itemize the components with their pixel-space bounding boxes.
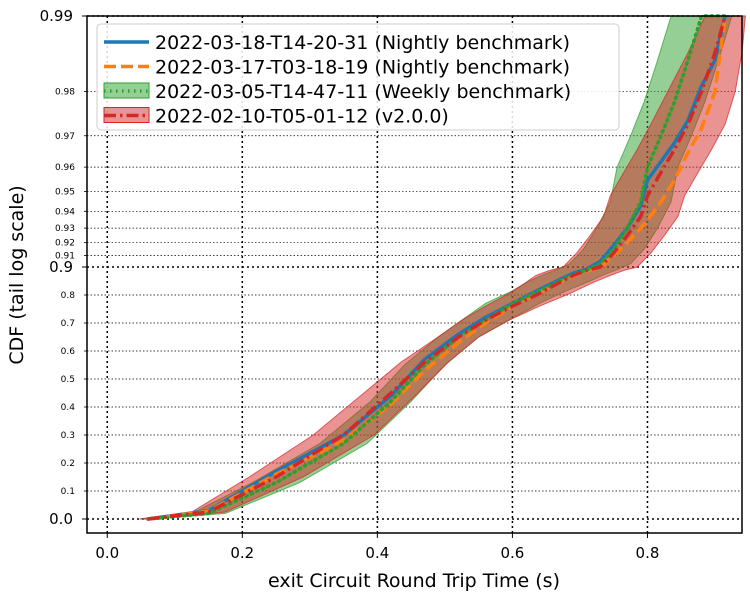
x-tick-label: 0.4 — [365, 544, 389, 562]
x-axis-title: exit Circuit Round Trip Time (s) — [268, 570, 560, 592]
plot-frame — [86, 15, 743, 534]
y-minor-tick-label: 0.93 — [55, 224, 75, 234]
y-major-tick-label: 0.9 — [49, 258, 73, 276]
y-minor-tick-label: 0.5 — [61, 375, 75, 385]
y-minor-tick-label: 0.2 — [61, 459, 75, 469]
y-minor-tick-label: 0.8 — [61, 291, 76, 301]
y-minor-tick-label: 0.1 — [61, 487, 75, 497]
x-tick-label: 0.0 — [95, 544, 119, 562]
series-line-2 — [146, 14, 727, 521]
y-minor-tick-label: 0.6 — [61, 347, 76, 357]
series-lines — [146, 14, 727, 521]
y-minor-tick-label: 0.96 — [55, 163, 75, 173]
y-minor-tick-label: 0.3 — [61, 431, 75, 441]
legend-label: 2022-03-17-T03-18-19 (Nightly benchmark) — [155, 57, 570, 79]
series-line-3 — [147, 15, 727, 521]
legend: 2022-03-18-T14-20-31 (Nightly benchmark)… — [96, 23, 620, 131]
y-major-tick-label: 0.99 — [40, 7, 73, 25]
confidence-bands — [139, 15, 746, 520]
confidence-band-3 — [139, 15, 746, 520]
legend-label: 2022-03-05-T14-47-11 (Weekly benchmark) — [155, 81, 571, 103]
x-tick-label: 0.6 — [500, 544, 524, 562]
y-minor-tick-label: 0.95 — [55, 187, 75, 197]
y-minor-tick-label: 0.92 — [55, 239, 75, 249]
x-tick-label: 0.2 — [230, 544, 254, 562]
y-axis-title: CDF (tail log scale) — [6, 185, 28, 364]
axis-ticks: 0.0 0.2 0.4 0.6 0.8 0.1 0.2 0.3 0.4 0.5 0.6 0.7 0.8 0… — [40, 7, 660, 562]
y-major-tick-label: 0.0 — [49, 510, 73, 528]
y-minor-tick-label: 0.91 — [55, 252, 75, 262]
y-minor-tick-label: 0.97 — [55, 132, 75, 142]
legend-label: 2022-03-18-T14-20-31 (Nightly benchmark) — [155, 32, 570, 54]
y-minor-tick-label: 0.4 — [61, 403, 76, 413]
x-tick-label: 0.8 — [636, 544, 660, 562]
y-minor-tick-label: 0.94 — [55, 207, 75, 217]
legend-box — [96, 23, 620, 131]
y-minor-tick-label: 0.98 — [55, 88, 75, 98]
legend-label: 2022-02-10-T05-01-12 (v2.0.0) — [155, 106, 449, 128]
y-minor-tick-label: 0.7 — [61, 319, 75, 329]
